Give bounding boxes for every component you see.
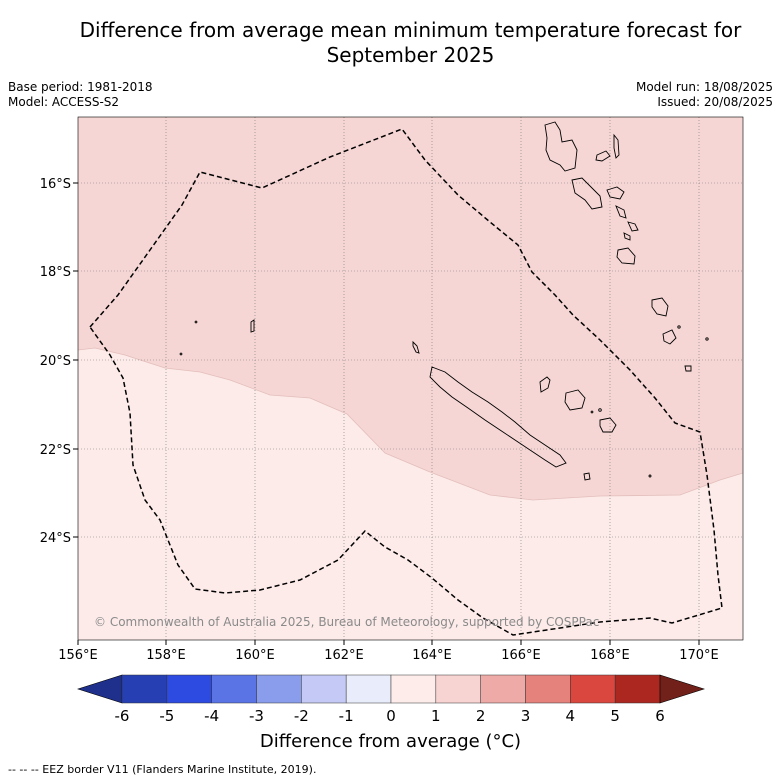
model-run: Model run: 18/08/2025 (635, 80, 773, 94)
title-line-2: September 2025 (326, 43, 495, 67)
eez-legend-note: -- -- -- EEZ border V11 (Flanders Marine… (8, 763, 317, 776)
lon-label-158e: 158°E (146, 648, 186, 663)
colorbar-segment (121, 674, 168, 704)
colorbar-segment (345, 674, 392, 704)
loyalty-island-lifou (564, 389, 586, 411)
colorbar-segment (301, 674, 347, 704)
colorbar-segment (570, 674, 616, 704)
colorbar-segment (166, 674, 212, 704)
vanuatu-ambrym (606, 186, 625, 200)
lon-label-160e: 160°E (235, 648, 275, 663)
vanuatu-epi (615, 205, 627, 219)
lon-label-166e: 166°E (501, 648, 541, 663)
latitude-labels: 16°S 18°S 20°S 22°S 24°S (40, 177, 71, 546)
colorbar-tick-label: 1 (431, 707, 441, 725)
model-name: Model: ACCESS-S2 (8, 95, 120, 109)
colorbar-tick-label: 4 (566, 707, 576, 725)
colorbar-tick-label: 3 (521, 707, 531, 725)
lon-label-156e: 156°E (58, 648, 98, 663)
map-title: Difference from average mean minimum tem… (40, 18, 781, 68)
colorbar-tick-label: 6 (655, 707, 665, 725)
longitude-labels: 156°E 158°E 160°E 162°E 164°E 166°E 168°… (58, 648, 719, 663)
anomaly-region-1-to-2 (78, 117, 743, 500)
colorbar-tick-label: -5 (159, 707, 174, 725)
lon-label-164e: 164°E (412, 648, 452, 663)
colorbar-tick-label: -2 (294, 707, 309, 725)
colorbar-tick-label: -4 (204, 707, 219, 725)
graticule (78, 117, 743, 640)
meta-right: Model run: 18/08/2025 Issued: 20/08/2025 (636, 80, 773, 110)
belep-islands (412, 340, 420, 354)
lat-label-22s: 22°S (40, 443, 71, 458)
colorbar-tick-label: -6 (115, 707, 130, 725)
colorbar-segment (211, 674, 257, 704)
colorbar-extend-high (659, 674, 705, 704)
map-panel: © Commonwealth of Australia 2025, Bureau… (78, 117, 743, 640)
new-caledonia-coast (429, 366, 567, 468)
chesterfield-islet (250, 319, 255, 333)
vanuatu-aneityum (651, 297, 669, 317)
title-line-1: Difference from average mean minimum tem… (79, 18, 742, 42)
issued-date: Issued: 20/08/2025 (657, 95, 773, 109)
colorbar-segment (480, 674, 526, 704)
lat-label-18s: 18°S (40, 265, 71, 280)
vanuatu-ambae (595, 150, 611, 162)
meta-left: Base period: 1981-2018 Model: ACCESS-S2 (8, 80, 153, 110)
colorbar-tick-label: -3 (249, 707, 264, 725)
vanuatu-tanna (616, 247, 636, 265)
lat-label-16s: 16°S (40, 177, 71, 192)
walpole-island (583, 472, 591, 481)
island-east-2 (684, 365, 692, 372)
loyalty-island-ouvea (539, 376, 551, 393)
vanuatu-erromango (623, 232, 631, 241)
colorbar-tick-label: 0 (386, 707, 396, 725)
eez-border (89, 128, 723, 636)
colorbar-segment (390, 674, 437, 704)
coastlines (179, 121, 709, 481)
colorbar-extend-low (77, 674, 123, 704)
colorbar-segment (256, 674, 302, 704)
loyalty-island-mare (599, 417, 617, 433)
lon-label-170e: 170°E (679, 648, 719, 663)
colorbar-segment (435, 674, 481, 704)
colorbar-segment (614, 674, 661, 704)
lon-label-162e: 162°E (324, 648, 364, 663)
lat-label-24s: 24°S (40, 531, 71, 546)
colorbar-title: Difference from average (°C) (259, 731, 522, 752)
colorbar-tick-label: 2 (476, 707, 486, 725)
lon-label-168e: 168°E (590, 648, 630, 663)
vanuatu-maewo (613, 133, 620, 159)
axis-ticks (73, 182, 700, 645)
vanuatu-malekula (571, 177, 603, 210)
copyright-notice: © Commonwealth of Australia 2025, Bureau… (94, 615, 599, 629)
colorbar-tick-label: -1 (339, 707, 354, 725)
colorbar-tick-label: 5 (610, 707, 620, 725)
lat-label-20s: 20°S (40, 354, 71, 369)
colorbar-tick-labels: -6 -5 -4 -3 -2 -1 0 1 2 3 4 5 6 (115, 707, 665, 725)
vanuatu-efate (627, 221, 639, 232)
map-frame (77, 116, 744, 641)
colorbar-segment (525, 674, 571, 704)
colorbar (77, 674, 705, 704)
island-east-1 (662, 329, 677, 345)
vanuatu-espiritu-santo (544, 121, 578, 172)
base-period: Base period: 1981-2018 (8, 80, 153, 94)
